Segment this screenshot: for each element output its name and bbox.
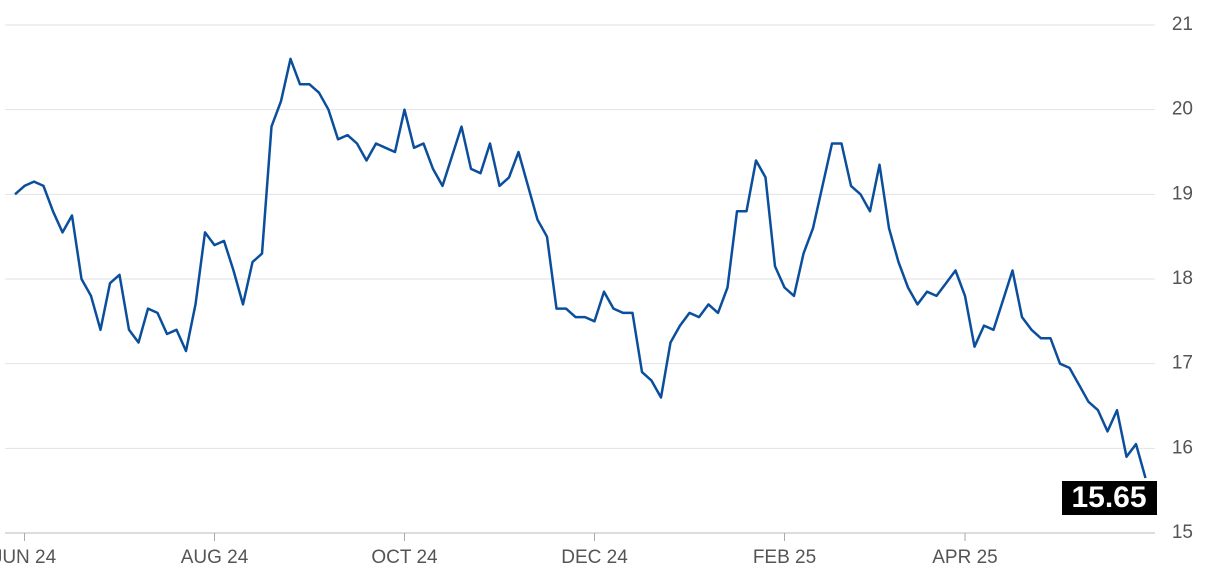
price-line bbox=[14, 57, 1147, 479]
y-tick-label: 20 bbox=[1172, 99, 1193, 120]
x-tick-label: JUN 24 bbox=[0, 547, 57, 568]
x-tick-label: OCT 24 bbox=[371, 547, 438, 568]
y-tick-label: 21 bbox=[1172, 14, 1193, 35]
y-tick-label: 16 bbox=[1172, 437, 1193, 458]
last-value-box bbox=[1062, 481, 1157, 515]
last-value-label: 15.65 bbox=[1071, 481, 1146, 514]
x-tick-label: DEC 24 bbox=[561, 547, 628, 568]
y-tick-label: 19 bbox=[1172, 183, 1193, 204]
x-tick-label: FEB 25 bbox=[753, 547, 816, 568]
y-tick-label: 17 bbox=[1172, 353, 1193, 374]
y-tick-label: 18 bbox=[1172, 268, 1193, 289]
x-tick-label: APR 25 bbox=[932, 547, 997, 568]
x-tick-label: AUG 24 bbox=[181, 547, 249, 568]
y-tick-label: 15 bbox=[1172, 522, 1193, 543]
